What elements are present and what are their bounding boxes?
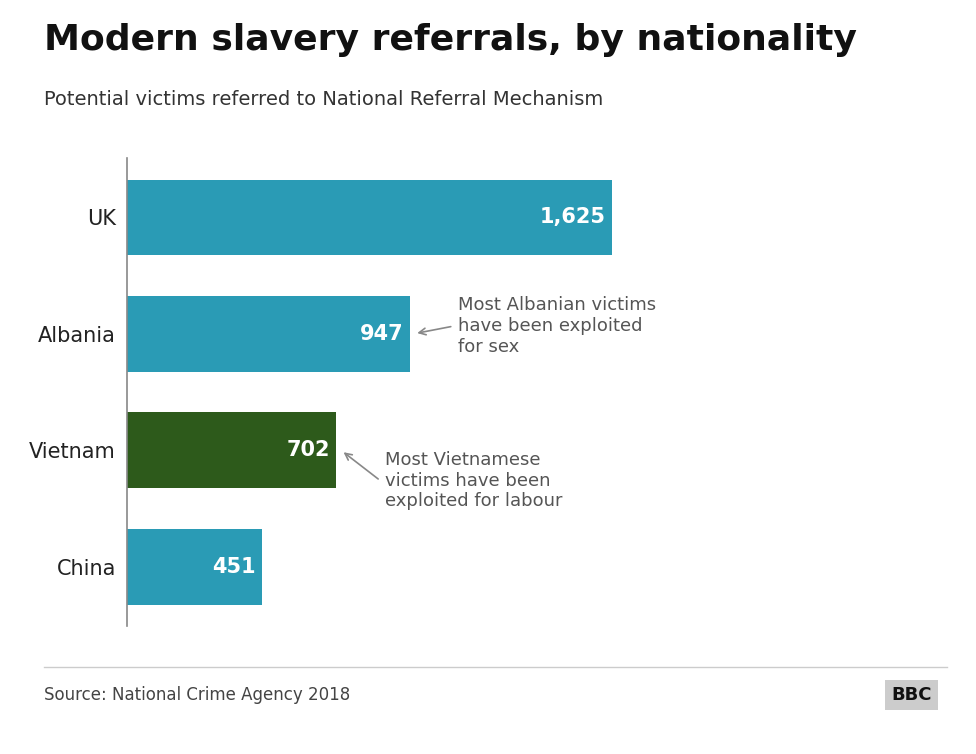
Text: Source: National Crime Agency 2018: Source: National Crime Agency 2018 bbox=[44, 686, 350, 704]
Text: Potential victims referred to National Referral Mechanism: Potential victims referred to National R… bbox=[44, 90, 603, 109]
Bar bbox=[127, 529, 262, 605]
Text: 1,625: 1,625 bbox=[540, 207, 606, 228]
Text: Most Vietnamese
victims have been
exploited for labour: Most Vietnamese victims have been exploi… bbox=[386, 451, 563, 510]
Bar bbox=[127, 296, 410, 372]
Text: BBC: BBC bbox=[892, 686, 932, 704]
Text: 451: 451 bbox=[212, 556, 256, 577]
Bar bbox=[127, 179, 612, 256]
Text: Modern slavery referrals, by nationality: Modern slavery referrals, by nationality bbox=[44, 23, 857, 57]
Text: 947: 947 bbox=[360, 324, 404, 344]
Text: 702: 702 bbox=[287, 440, 331, 460]
Text: Most Albanian victims
have been exploited
for sex: Most Albanian victims have been exploite… bbox=[459, 296, 657, 356]
Bar bbox=[127, 412, 337, 488]
